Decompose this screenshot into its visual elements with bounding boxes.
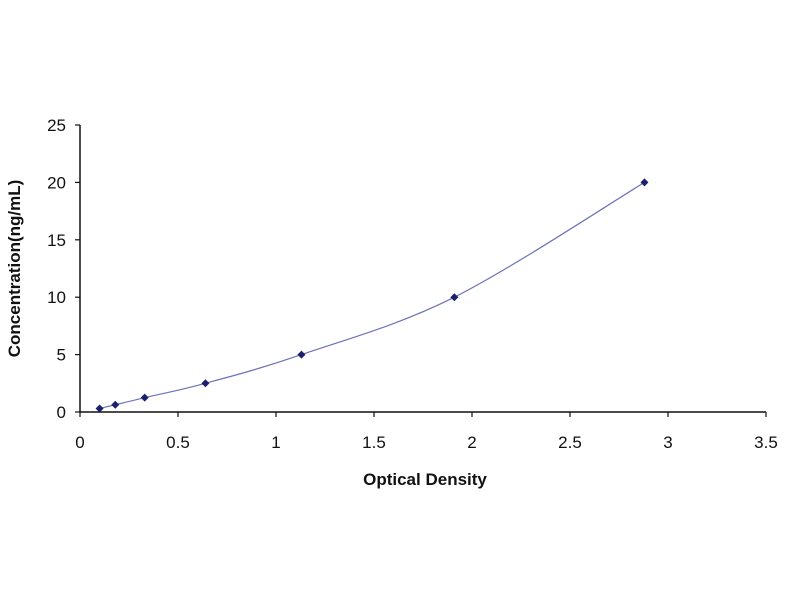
data-point-marker — [140, 393, 149, 402]
data-point-marker — [201, 379, 210, 388]
y-tick-label: 10 — [47, 288, 66, 307]
x-tick-label: 0.5 — [166, 433, 190, 452]
data-point-marker — [95, 404, 104, 413]
data-point-marker — [450, 293, 459, 302]
x-tick-label: 2.5 — [558, 433, 582, 452]
y-tick-label: 15 — [47, 231, 66, 250]
x-ticks: 0 0.5 1 1.5 2 2.5 3 3.5 — [75, 412, 778, 452]
x-tick-label: 3.5 — [754, 433, 778, 452]
data-point-marker — [111, 400, 120, 409]
y-tick-label: 0 — [57, 403, 66, 422]
data-point-marker — [640, 178, 649, 187]
y-axis-title: Concentration(ng/mL) — [5, 180, 24, 358]
x-tick-label: 0 — [75, 433, 84, 452]
x-axis-title: Optical Density — [363, 470, 487, 489]
x-tick-label: 3 — [663, 433, 672, 452]
fit-curve — [99, 181, 645, 410]
data-point-marker — [297, 350, 306, 359]
x-tick-label: 1 — [271, 433, 280, 452]
y-tick-label: 25 — [47, 116, 66, 135]
y-ticks: 0 5 10 15 20 25 — [47, 116, 80, 422]
y-tick-label: 20 — [47, 173, 66, 192]
data-points — [95, 178, 649, 413]
x-tick-label: 1.5 — [362, 433, 386, 452]
y-tick-label: 5 — [57, 346, 66, 365]
x-tick-label: 2 — [467, 433, 476, 452]
plot-area: 0 0.5 1 1.5 2 2.5 3 3.5 0 5 10 15 20 25 — [47, 116, 778, 452]
